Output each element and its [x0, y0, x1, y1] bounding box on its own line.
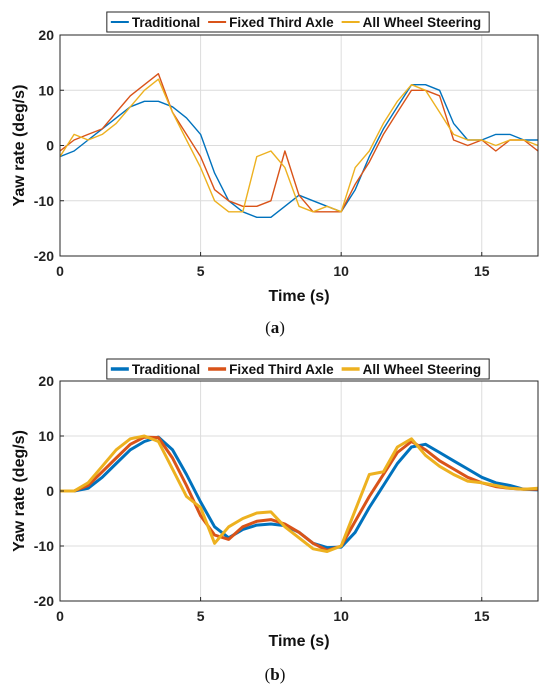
x-tick-label: 10 — [333, 608, 349, 624]
y-tick-label: -10 — [34, 193, 54, 209]
x-tick-label: 5 — [197, 608, 205, 624]
series-group — [60, 73, 538, 218]
panel-caption: (a) — [265, 318, 285, 337]
x-tick-label: 10 — [333, 263, 349, 279]
y-tick-label: 0 — [46, 483, 54, 499]
x-tick-label: 15 — [474, 263, 490, 279]
chart-panel-b: 0 5 10 15 -20 -10 0 10 20 Time (s) Yaw rate (deg/s… — [11, 358, 539, 684]
y-tick-label: 10 — [38, 82, 54, 98]
y-tick-label: -20 — [34, 248, 54, 264]
series-line-fixed-third-axle — [60, 435, 538, 552]
legend-label: All Wheel Steering — [363, 362, 482, 377]
x-tick-label: 0 — [56, 263, 64, 279]
x-axis-label: Time (s) — [268, 633, 329, 650]
x-tick-label: 5 — [197, 263, 205, 279]
legend-box — [106, 11, 490, 33]
y-axis-label: Yaw rate (deg/s) — [11, 85, 28, 207]
legend: Traditional Fixed Third Axle All Wheel Ste… — [106, 11, 490, 33]
y-tick-label: -20 — [34, 593, 54, 609]
legend-label: Traditional — [132, 362, 200, 377]
legend: Traditional Fixed Third Axle All Wheel Ste… — [106, 358, 490, 380]
series-group — [60, 434, 538, 553]
legend-label: Traditional — [132, 15, 200, 30]
legend-label: Fixed Third Axle — [229, 362, 334, 377]
series-line-all-wheel-steering — [60, 78, 538, 213]
x-tick-label: 15 — [474, 608, 490, 624]
y-axis-label: Yaw rate (deg/s) — [11, 430, 28, 552]
legend-label: Fixed Third Axle — [229, 15, 334, 30]
series-line-all-wheel-steering — [60, 434, 538, 553]
panel-caption: (b) — [265, 665, 286, 684]
y-tick-label: 10 — [38, 428, 54, 444]
x-axis-label: Time (s) — [268, 288, 329, 305]
series-line-fixed-third-axle — [60, 73, 538, 213]
y-tick-label: -10 — [34, 538, 54, 554]
legend-label: All Wheel Steering — [363, 15, 482, 30]
y-tick-label: 20 — [38, 27, 54, 43]
y-tick-label: 20 — [38, 373, 54, 389]
y-tick-label: 0 — [46, 138, 54, 154]
legend-box — [106, 358, 490, 380]
chart-panel-a: 0 5 10 15 -20 -10 0 10 20 Time (s) Yaw rate (deg/s… — [11, 11, 539, 337]
x-tick-label: 0 — [56, 608, 64, 624]
